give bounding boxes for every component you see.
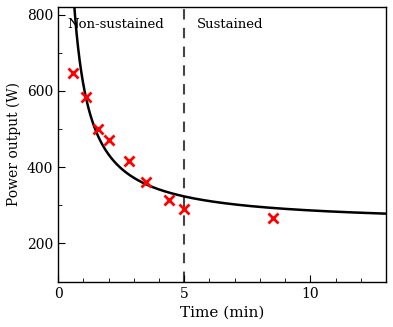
X-axis label: Time (min): Time (min) xyxy=(180,306,264,320)
Text: Non-sustained: Non-sustained xyxy=(67,18,164,31)
Text: Sustained: Sustained xyxy=(197,18,263,31)
Y-axis label: Power output (W): Power output (W) xyxy=(7,82,21,206)
